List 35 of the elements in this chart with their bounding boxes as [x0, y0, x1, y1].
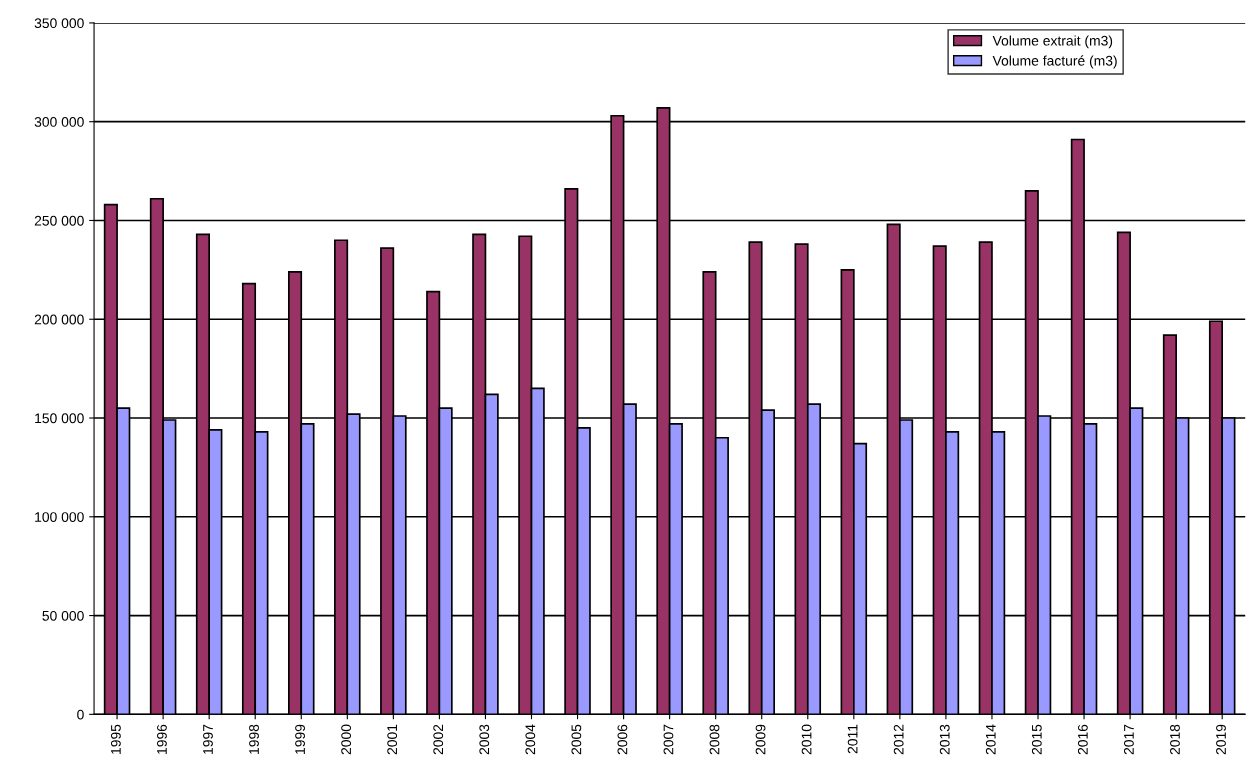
- x-tick-label: 2003: [479, 724, 490, 755]
- y-tick-label: 350 000: [34, 18, 84, 29]
- x-tick-label: 2014: [985, 724, 996, 755]
- x-tick-label: 2001: [387, 724, 398, 755]
- x-tick-label: 2000: [341, 724, 352, 755]
- x-tick-label: 1999: [295, 724, 305, 754]
- x-tick-label: 2006: [617, 724, 628, 755]
- x-tick-label: 2007: [663, 724, 674, 755]
- x-tick-label: 2013: [939, 724, 950, 755]
- legend-label: Volume facturé (m3): [992, 55, 1117, 69]
- legend-label: Volume extrait (m3): [992, 35, 1113, 49]
- x-tick-label: 2017: [1124, 724, 1134, 755]
- y-tick-label: 100 000: [35, 512, 84, 522]
- x-tick-label: 2016: [1077, 724, 1088, 755]
- x-tick-label: 2019: [1216, 724, 1226, 755]
- y-tick-label: 250 000: [34, 215, 84, 226]
- y-tick-label: 300 000: [34, 117, 84, 127]
- x-tick-label: 2002: [433, 724, 444, 755]
- x-tick-label: 2018: [1170, 724, 1180, 755]
- x-tick-label: 2008: [709, 724, 720, 755]
- x-tick-label: 2009: [755, 724, 766, 755]
- x-tick-label: 2015: [1031, 724, 1042, 755]
- x-tick-label: 2005: [571, 724, 582, 755]
- x-tick-label: 1995: [110, 724, 121, 754]
- y-tick-label: 200 000: [34, 314, 84, 325]
- y-tick-label: 50 000: [42, 610, 84, 621]
- y-tick-label: 150 000: [35, 413, 84, 424]
- x-tick-label: 2010: [801, 724, 812, 755]
- y-tick-label: 0: [77, 709, 84, 720]
- x-tick-label: 1997: [203, 724, 213, 754]
- x-tick-label: 2012: [893, 724, 904, 755]
- x-tick-label: 1998: [249, 724, 259, 754]
- x-tick-label: 1996: [157, 724, 167, 754]
- x-tick-label: 2011: [847, 724, 858, 754]
- x-tick-label: 2004: [525, 724, 536, 755]
